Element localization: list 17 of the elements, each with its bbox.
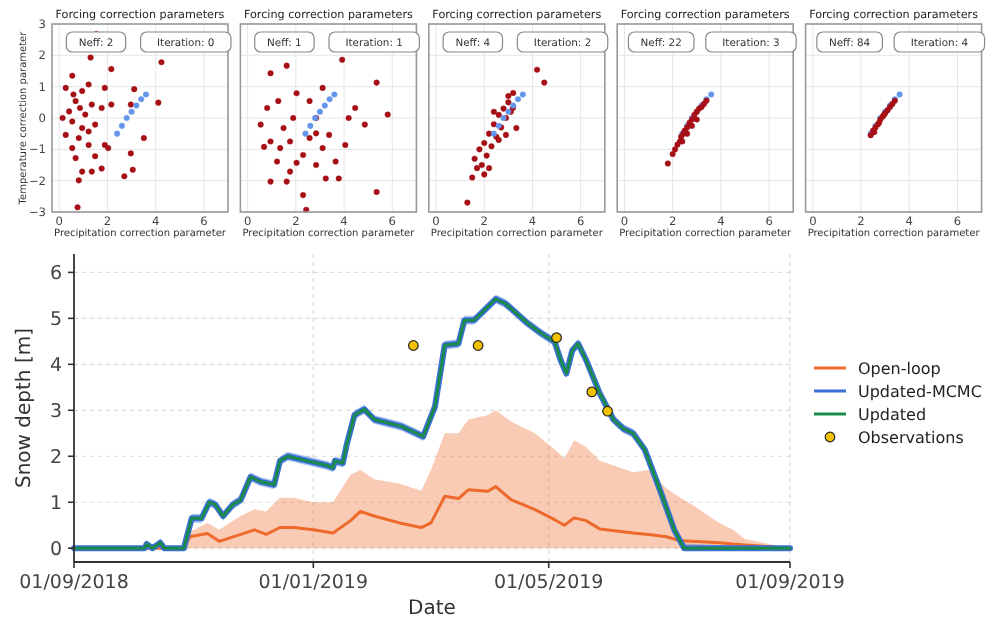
y-tick-label: 0 xyxy=(49,538,62,561)
legend-label: Observations xyxy=(858,429,964,447)
x-tick-label: 01/09/2019 xyxy=(735,572,845,594)
y-tick-label: 5 xyxy=(49,309,62,332)
legend-label: Updated-MCMC xyxy=(858,383,983,401)
legend-label: Updated xyxy=(858,406,927,424)
y-axis-title: Snow depth [m] xyxy=(14,327,36,488)
y-tick-label: 6 xyxy=(49,263,62,286)
legend-label: Open-loop xyxy=(858,360,941,378)
y-tick-label: 2 xyxy=(49,446,62,469)
y-tick-label: 4 xyxy=(49,354,62,377)
y-tick-label: 3 xyxy=(49,400,62,423)
x-tick-label: 01/05/2019 xyxy=(493,572,604,594)
x-axis-title: Date xyxy=(408,598,456,620)
y-tick-label: 1 xyxy=(49,492,62,515)
x-tick-label: 01/09/2018 xyxy=(19,572,129,594)
x-tick-label: 01/01/2019 xyxy=(258,572,369,594)
